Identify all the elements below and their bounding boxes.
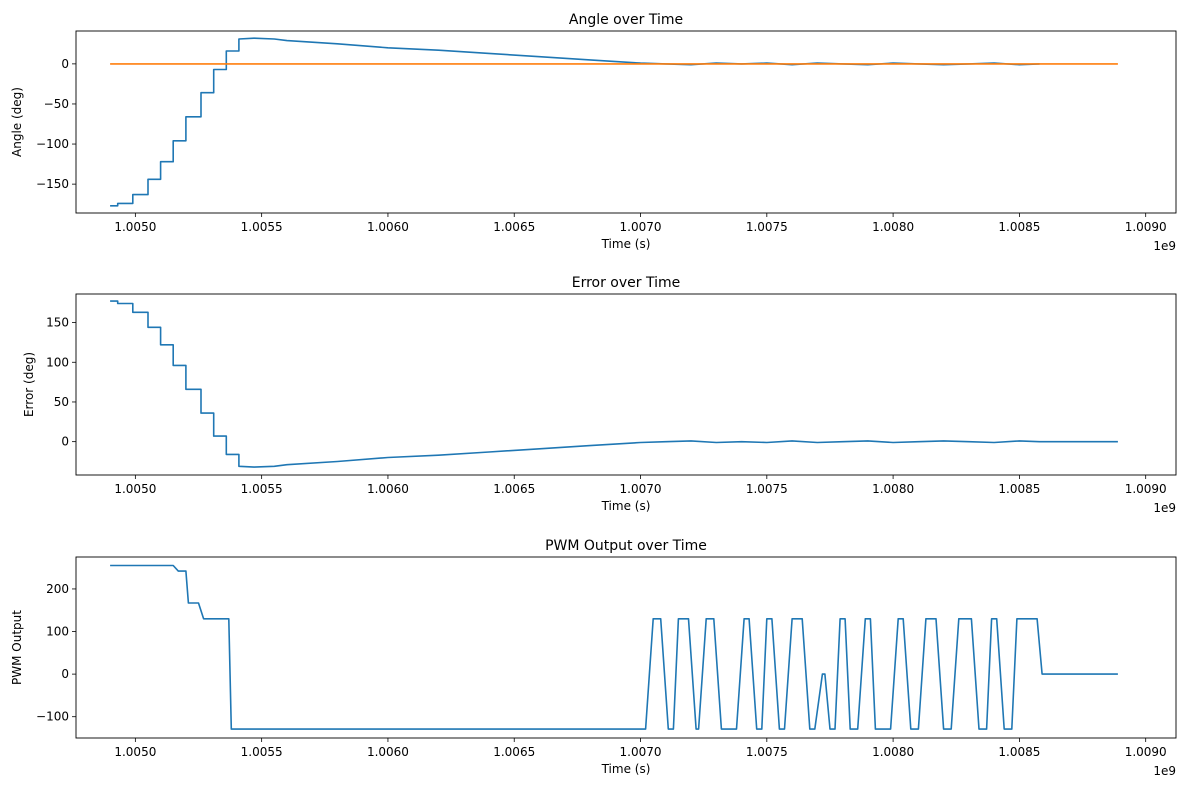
angle-y-axis-label: Angle (deg) xyxy=(10,87,24,157)
pwm-y-tick-label: 0 xyxy=(61,667,69,681)
angle-chart: 1.0050 1.0055 1.0060 1.0065 1.0070 1.0075 1.00… xyxy=(10,12,1177,253)
error-x-offset-label: 1e9 xyxy=(1153,501,1176,515)
pwm-y-axis-label: PWM Output xyxy=(10,610,24,685)
pwm-axes-frame xyxy=(75,556,1177,739)
error-x-tick-label: 1.0090 xyxy=(1125,482,1167,496)
error-x-tick-label: 1.0055 xyxy=(241,482,283,496)
pwm-x-tick-label: 1.0090 xyxy=(1125,745,1167,759)
pwm-y-tick-label: 100 xyxy=(46,625,69,639)
error-y-tick-label: 50 xyxy=(54,395,69,409)
angle-x-tick-label: 1.0070 xyxy=(620,220,662,234)
angle-y-tick-label: 0 xyxy=(61,57,69,71)
pwm-y-tick-label: 200 xyxy=(46,582,69,596)
pwm-x-tick-label: 1.0070 xyxy=(620,745,662,759)
angle-x-tick-label: 1.0060 xyxy=(367,220,409,234)
angle-x-tick-label: 1.0080 xyxy=(872,220,914,234)
pwm-x-tick-label: 1.0080 xyxy=(872,745,914,759)
error-chart: 1.0050 1.0055 1.0060 1.0065 1.0070 1.0075 1.00… xyxy=(22,275,1177,515)
error-x-tick-label: 1.0080 xyxy=(872,482,914,496)
angle-y-tick-label: −100 xyxy=(36,137,69,151)
error-x-tick-label: 1.0085 xyxy=(998,482,1040,496)
error-axes-frame xyxy=(75,293,1177,476)
error-chart-title: Error over Time xyxy=(572,275,681,291)
error-series-error-line xyxy=(110,300,1118,468)
angle-x-tick-label: 1.0050 xyxy=(114,220,156,234)
angle-x-tick-label: 1.0055 xyxy=(241,220,283,234)
error-y-tick-label: 100 xyxy=(46,355,69,369)
error-y-axis-label: Error (deg) xyxy=(22,352,36,417)
angle-x-tick-label: 1.0075 xyxy=(746,220,788,234)
angle-x-tick-label: 1.0090 xyxy=(1125,220,1167,234)
pwm-x-tick-label: 1.0075 xyxy=(746,745,788,759)
angle-x-axis-label: Time (s) xyxy=(601,237,651,251)
angle-y-tick-label: −50 xyxy=(44,97,69,111)
pwm-chart-title: PWM Output over Time xyxy=(545,538,707,554)
angle-y-tick-label: −150 xyxy=(36,177,69,191)
error-y-tick-label: 150 xyxy=(46,316,69,330)
error-x-tick-label: 1.0070 xyxy=(620,482,662,496)
angle-axes-frame xyxy=(75,30,1177,214)
error-x-tick-label: 1.0065 xyxy=(493,482,535,496)
angle-x-tick-label: 1.0065 xyxy=(493,220,535,234)
angle-chart-title: Angle over Time xyxy=(569,12,683,28)
pwm-x-offset-label: 1e9 xyxy=(1153,764,1176,778)
pwm-chart: 1.0050 1.0055 1.0060 1.0065 1.0070 1.0075 1.00… xyxy=(10,538,1177,778)
pwm-x-tick-label: 1.0055 xyxy=(241,745,283,759)
pwm-y-tick-label: −100 xyxy=(36,710,69,724)
angle-x-offset-label: 1e9 xyxy=(1153,239,1176,253)
error-x-tick-label: 1.0060 xyxy=(367,482,409,496)
pwm-x-axis-label: Time (s) xyxy=(601,762,651,776)
error-y-tick-label: 0 xyxy=(61,435,69,449)
error-x-axis-label: Time (s) xyxy=(601,499,651,513)
angle-x-tick-label: 1.0085 xyxy=(998,220,1040,234)
pwm-x-tick-label: 1.0060 xyxy=(367,745,409,759)
pwm-x-tick-label: 1.0065 xyxy=(493,745,535,759)
pwm-x-tick-label: 1.0085 xyxy=(998,745,1040,759)
pwm-x-tick-label: 1.0050 xyxy=(114,745,156,759)
error-x-tick-label: 1.0050 xyxy=(114,482,156,496)
error-x-tick-label: 1.0075 xyxy=(746,482,788,496)
pwm-series-pwm-line xyxy=(110,564,1118,730)
